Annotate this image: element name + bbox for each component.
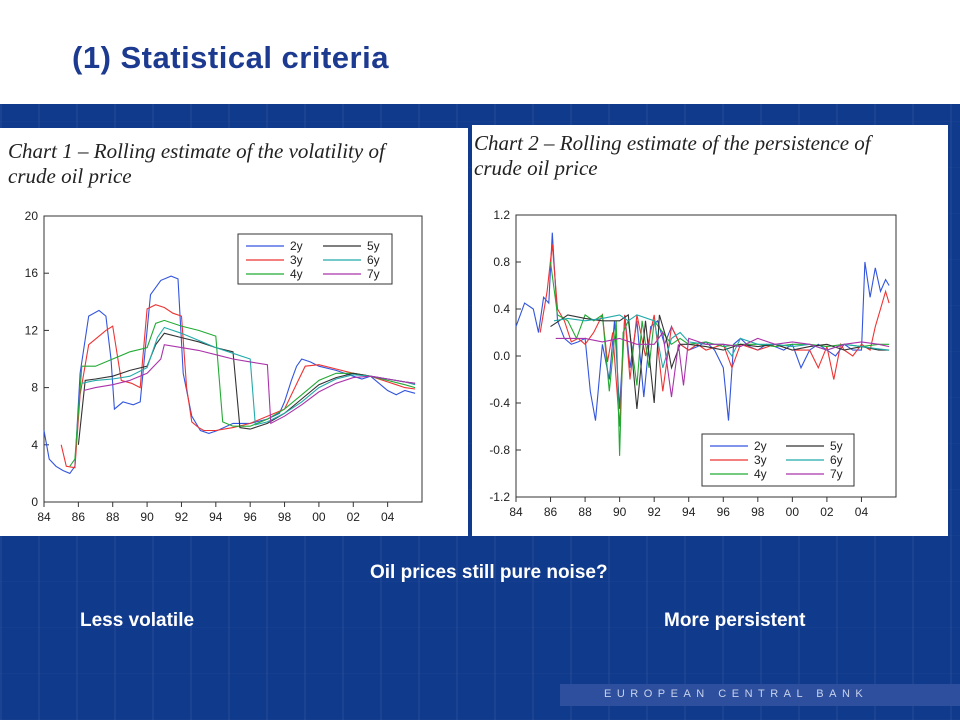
- chart-2-y-tick-label: 0.4: [493, 302, 510, 316]
- chart-2-x-tick-label: 94: [682, 505, 696, 519]
- chart-1-title-line-1: Chart 1 – Rolling estimate of the volati…: [8, 139, 388, 163]
- footer-bank-name: EUROPEAN CENTRAL BANK: [604, 688, 869, 700]
- chart-2-y-tick-label: -1.2: [489, 490, 510, 504]
- chart-1-series-2y: [43, 275, 416, 475]
- chart-2-x-tick-label: 02: [820, 505, 834, 519]
- chart-2-y-tick-label: 0.8: [493, 255, 510, 269]
- chart-1-legend-box: [237, 233, 393, 285]
- chart-1-x-tick-label: 86: [72, 510, 86, 524]
- chart-1-plot-frame: [43, 215, 423, 503]
- chart-2: Chart 2 – Rolling estimate of the persis…: [474, 131, 897, 519]
- chart-2-x-tick-label: 86: [544, 505, 558, 519]
- chart-1-y-tick-label: 8: [31, 381, 38, 395]
- chart-1-series-6y: [81, 326, 416, 426]
- chart-1-legend-label-3y: 3y: [290, 253, 303, 267]
- chart-1-x-tick-label: 90: [140, 510, 154, 524]
- chart-2-panel: Chart 2 – Rolling estimate of the persis…: [472, 125, 948, 536]
- chart-1-y-tick-label: 16: [25, 266, 39, 280]
- chart-2-y-tick-label: 0.0: [493, 349, 510, 363]
- chart-2-title-line-2: crude oil price: [474, 156, 598, 180]
- chart-2-series-2y: [515, 232, 890, 421]
- chart-1-x-tick-label: 92: [175, 510, 189, 524]
- chart-1-y-tick-label: 4: [31, 438, 38, 452]
- chart-2-x-tick-label: 84: [509, 505, 523, 519]
- chart-2-x-tick-label: 90: [613, 505, 627, 519]
- chart-2-series-3y: [539, 244, 890, 427]
- chart-1-legend-label-6y: 6y: [367, 253, 380, 267]
- chart-1-x-tick-label: 02: [347, 510, 361, 524]
- chart-1-legend-label-5y: 5y: [367, 239, 380, 253]
- chart-2-legend-label-5y: 5y: [830, 439, 843, 453]
- right-caption: More persistent: [664, 610, 806, 631]
- chart-1-x-tick-label: 94: [209, 510, 223, 524]
- chart-1-panel: Chart 1 – Rolling estimate of the volati…: [0, 128, 468, 536]
- chart-2-legend-label-3y: 3y: [754, 453, 767, 467]
- chart-1-x-tick-label: 00: [312, 510, 326, 524]
- chart-1-x-tick-label: 04: [381, 510, 395, 524]
- chart-2-x-tick-label: 96: [717, 505, 731, 519]
- chart-2-x-tick-label: 98: [751, 505, 765, 519]
- chart-1: Chart 1 – Rolling estimate of the volati…: [8, 139, 423, 524]
- chart-2-x-tick-label: 00: [786, 505, 800, 519]
- chart-1-legend-label-7y: 7y: [367, 267, 380, 281]
- chart-2-legend-label-6y: 6y: [830, 453, 843, 467]
- chart-2-y-tick-label: 1.2: [493, 208, 510, 222]
- chart-1-x-tick-label: 88: [106, 510, 120, 524]
- chart-2-series-7y: [555, 331, 890, 398]
- chart-1-legend-label-4y: 4y: [290, 267, 303, 281]
- chart-2-y-tick-label: -0.4: [489, 396, 510, 410]
- chart-2-series-5y: [550, 313, 890, 409]
- chart-1-x-tick-label: 98: [278, 510, 292, 524]
- footer-bar: [560, 684, 960, 706]
- chart-1-x-tick-label: 84: [37, 510, 51, 524]
- chart-2-legend-label-2y: 2y: [754, 439, 767, 453]
- chart-2-x-tick-label: 88: [578, 505, 592, 519]
- chart-2-y-tick-label: -0.8: [489, 443, 510, 457]
- chart-2-legend-label-7y: 7y: [830, 467, 843, 481]
- left-caption: Less volatile: [80, 610, 195, 631]
- chart-2-legend-label-4y: 4y: [754, 467, 767, 481]
- chart-2-x-tick-label: 92: [648, 505, 662, 519]
- slide-title: (1) Statistical criteria: [72, 40, 389, 75]
- question-caption: Oil prices still pure noise?: [370, 562, 608, 583]
- chart-2-x-tick-label: 04: [855, 505, 869, 519]
- chart-1-y-tick-label: 20: [25, 209, 39, 223]
- chart-1-series-7y: [83, 344, 416, 425]
- chart-1-series-5y: [77, 332, 416, 445]
- chart-1-legend-label-2y: 2y: [290, 239, 303, 253]
- chart-1-title-line-2: crude oil price: [8, 164, 132, 188]
- chart-1-x-tick-label: 96: [244, 510, 258, 524]
- chart-1-y-tick-label: 0: [31, 495, 38, 509]
- chart-1-series-4y: [69, 319, 416, 467]
- chart-1-series-3y: [60, 304, 416, 469]
- chart-2-title-line-1: Chart 2 – Rolling estimate of the persis…: [474, 131, 874, 155]
- chart-1-y-tick-label: 12: [25, 323, 39, 337]
